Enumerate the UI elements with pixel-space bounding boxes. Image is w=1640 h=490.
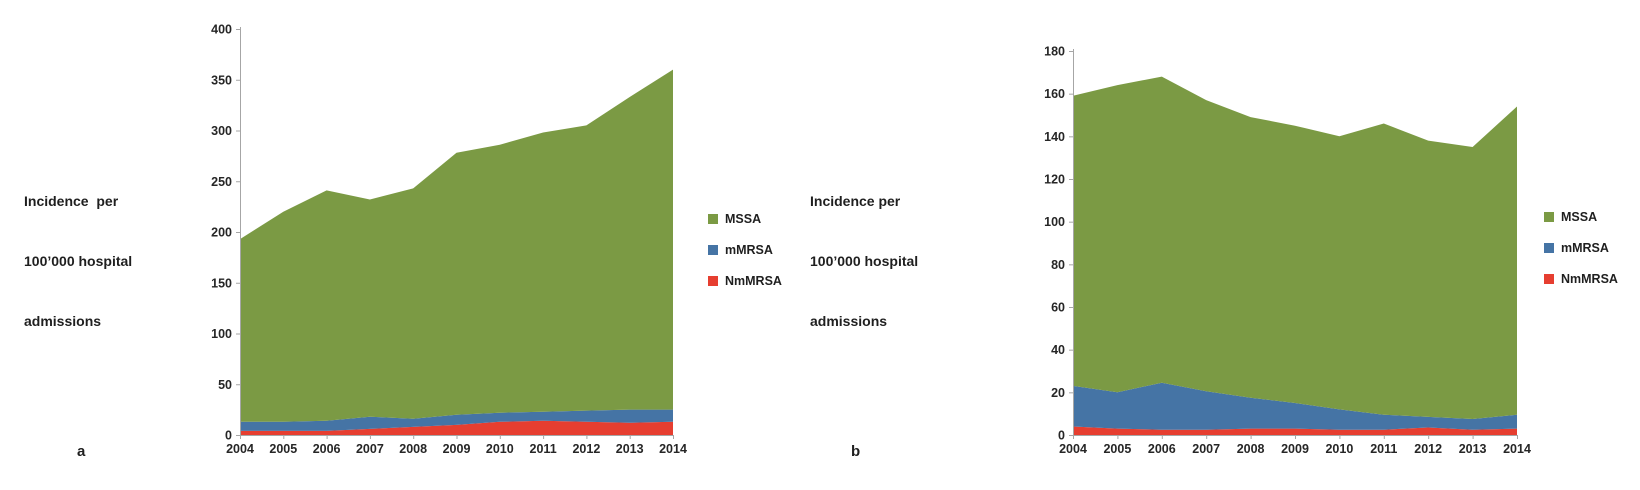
y-tick-label: 200 bbox=[211, 226, 232, 240]
legend-item-mmrsa: mMRSA bbox=[1544, 241, 1618, 255]
y-tick-label: 180 bbox=[1044, 45, 1065, 59]
area-nmmrsa bbox=[1073, 426, 1517, 435]
nmmrsa-swatch-icon bbox=[708, 276, 718, 286]
y-axis-label-b: Incidence per 100’000 hospital admission… bbox=[810, 151, 918, 371]
y-axis-label-line: Incidence per bbox=[810, 193, 901, 209]
x-tick-label: 2013 bbox=[1459, 442, 1487, 456]
mmrsa-swatch-icon bbox=[708, 245, 718, 255]
y-tick-label: 40 bbox=[1051, 343, 1065, 357]
legend-label: MSSA bbox=[725, 212, 762, 226]
x-tick-label: 2007 bbox=[356, 442, 384, 456]
x-tick-label: 2011 bbox=[530, 442, 557, 456]
x-tick-label: 2012 bbox=[572, 442, 600, 456]
y-tick-label: 300 bbox=[211, 124, 232, 138]
area-mssa bbox=[1073, 76, 1517, 419]
y-tick-label: 0 bbox=[1058, 429, 1065, 443]
y-axis-label-line: Incidence per bbox=[24, 193, 119, 209]
x-tick-label: 2014 bbox=[659, 442, 687, 456]
chart-b-plot: 0 20 40 60 80 100 120 140 160 180 2004 2005 2006 2007… bbox=[1044, 45, 1531, 457]
x-tick-label: 2011 bbox=[1370, 442, 1397, 456]
area-mssa bbox=[240, 69, 673, 422]
x-tick-label: 2010 bbox=[1325, 442, 1353, 456]
x-tick-label: 2010 bbox=[486, 442, 514, 456]
y-tick-label: 120 bbox=[1044, 173, 1065, 187]
legend-item-mssa: MSSA bbox=[708, 212, 782, 226]
area-nmmrsa bbox=[240, 420, 673, 435]
mmrsa-swatch-icon bbox=[1544, 243, 1554, 253]
mssa-swatch-icon bbox=[708, 214, 718, 224]
x-tick-label: 2007 bbox=[1192, 442, 1220, 456]
x-tick-label: 2012 bbox=[1414, 442, 1442, 456]
y-axis-label-line: admissions bbox=[24, 313, 102, 329]
y-tick-label: 80 bbox=[1051, 258, 1065, 272]
x-tick-label: 2005 bbox=[1103, 442, 1131, 456]
y-tick-label: 60 bbox=[1051, 301, 1065, 315]
y-tick-label: 100 bbox=[211, 327, 232, 341]
y-axis-label-line: 100’000 hospital bbox=[810, 253, 919, 269]
y-tick-label: 20 bbox=[1051, 386, 1065, 400]
y-tick-label: 150 bbox=[211, 276, 232, 290]
y-axis-label-line: admissions bbox=[810, 313, 888, 329]
area-mmrsa bbox=[240, 409, 673, 431]
panel-letter-b: b bbox=[851, 443, 861, 460]
y-tick-label: 50 bbox=[218, 378, 232, 392]
legend-label: mMRSA bbox=[1561, 241, 1609, 255]
x-tick-label: 2014 bbox=[1503, 442, 1531, 456]
x-tick-label: 2009 bbox=[443, 442, 471, 456]
legend-a: MSSA mMRSA NmMRSA bbox=[708, 212, 782, 305]
x-tick-label: 2006 bbox=[313, 442, 341, 456]
chart-a-plot: 0 50 100 150 200 250 300 350 400 2004 2005 2006 2007… bbox=[211, 23, 687, 457]
x-tick-label: 2004 bbox=[1059, 442, 1087, 456]
y-tick-label: 350 bbox=[211, 73, 232, 87]
x-tick-label: 2006 bbox=[1148, 442, 1176, 456]
mssa-swatch-icon bbox=[1544, 212, 1554, 222]
legend-item-nmmrsa: NmMRSA bbox=[708, 274, 782, 288]
y-tick-label: 0 bbox=[225, 429, 232, 443]
legend-item-nmmrsa: NmMRSA bbox=[1544, 272, 1618, 286]
y-tick-label: 140 bbox=[1044, 130, 1065, 144]
legend-label: MSSA bbox=[1561, 210, 1598, 224]
legend-label: NmMRSA bbox=[1561, 272, 1618, 286]
x-tick-label: 2013 bbox=[616, 442, 644, 456]
x-tick-label: 2005 bbox=[269, 442, 297, 456]
panel-letter-a: a bbox=[77, 443, 86, 460]
nmmrsa-swatch-icon bbox=[1544, 274, 1554, 284]
y-tick-label: 100 bbox=[1044, 215, 1065, 229]
y-tick-label: 400 bbox=[211, 23, 232, 37]
x-tick-label: 2008 bbox=[1237, 442, 1265, 456]
y-axis-label-a: Incidence per 100’000 hospital admission… bbox=[24, 151, 132, 371]
legend-b: MSSA mMRSA NmMRSA bbox=[1544, 210, 1618, 303]
area-mmrsa bbox=[1073, 382, 1517, 430]
y-tick-label: 160 bbox=[1044, 87, 1065, 101]
legend-label: mMRSA bbox=[725, 243, 773, 257]
legend-item-mmrsa: mMRSA bbox=[708, 243, 782, 257]
legend-label: NmMRSA bbox=[725, 274, 782, 288]
x-tick-label: 2004 bbox=[226, 442, 254, 456]
legend-item-mssa: MSSA bbox=[1544, 210, 1618, 224]
y-tick-label: 250 bbox=[211, 175, 232, 189]
x-tick-label: 2009 bbox=[1281, 442, 1309, 456]
y-axis-label-line: 100’000 hospital bbox=[24, 253, 133, 269]
x-tick-label: 2008 bbox=[399, 442, 427, 456]
